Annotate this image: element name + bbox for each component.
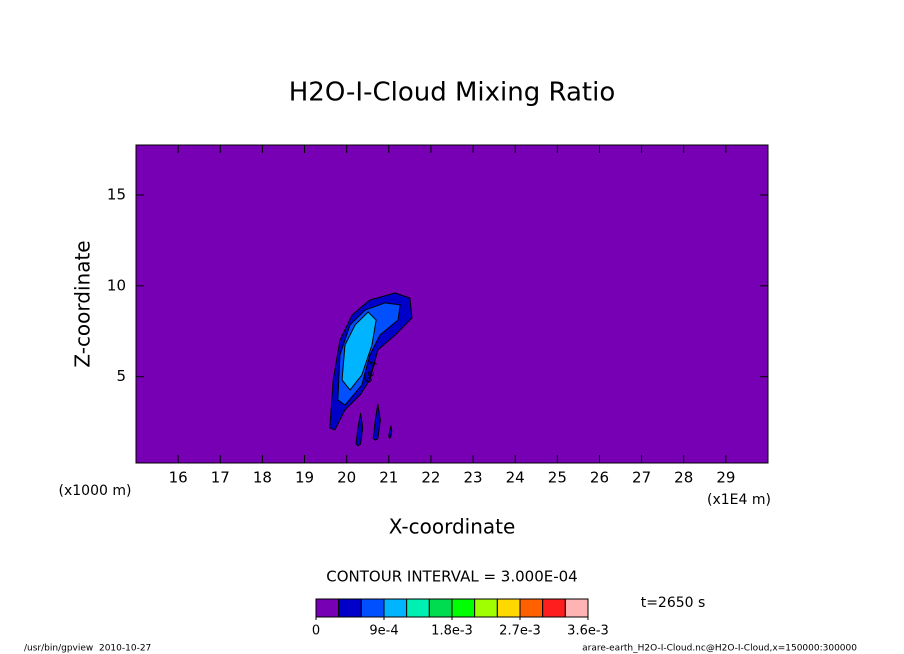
x-tick-label: 28 [674, 469, 693, 487]
footer-right: arare-earth_H2O-I-Cloud.nc@H2O-I-Cloud,x… [582, 644, 857, 654]
colorbar-tick-label: 2.7e-3 [499, 624, 541, 639]
x-tick-label: 19 [295, 469, 314, 487]
colorbar-box [496, 598, 521, 618]
footer-left: /usr/bin/gpview 2010-10-27 [24, 644, 151, 654]
y-tick-label: 10 [107, 276, 126, 294]
time-label: t=2650 s [641, 595, 706, 611]
contour-region [372, 403, 381, 441]
contour-interval: CONTOUR INTERVAL = 3.000E-04 [326, 568, 577, 586]
colorbar-box [383, 598, 408, 618]
contour-region [388, 425, 393, 440]
x-unit: (x1E4 m) [707, 492, 771, 508]
contour-region [355, 412, 364, 447]
y-axis-label: Z-coordinate [71, 240, 95, 367]
colorbar-box [406, 598, 430, 618]
colorbar-box [474, 598, 498, 618]
colorbar-box [338, 598, 362, 618]
colorbar-box [360, 598, 385, 618]
colorbar-tick-label: 0 [312, 624, 320, 639]
plot-background [136, 145, 768, 463]
y-tick-label: 15 [107, 185, 126, 203]
x-tick-label: 25 [548, 469, 567, 487]
x-tick-label: 21 [379, 469, 398, 487]
x-tick-label: 20 [337, 469, 356, 487]
x-tick-label: 17 [211, 469, 230, 487]
colorbar-tick-label: 9e-4 [369, 624, 398, 639]
x-tick-label: 16 [169, 469, 188, 487]
colorbar-box [451, 598, 476, 618]
colorbar-tick-label: 1.8e-3 [431, 624, 473, 639]
colorbar-box [564, 598, 589, 618]
colorbar-box [428, 598, 453, 618]
x-axis-label: X-coordinate [389, 515, 516, 539]
x-tick-label: 29 [716, 469, 735, 487]
y-tick-label: 5 [116, 367, 126, 385]
contour-region [341, 311, 377, 391]
colorbar-box [542, 598, 566, 618]
x-tick-label: 26 [590, 469, 609, 487]
x-tick-label: 24 [506, 469, 525, 487]
x-tick-label: 18 [253, 469, 272, 487]
y-unit: (x1000 m) [59, 483, 132, 499]
colorbar-box [315, 598, 340, 618]
x-tick-label: 23 [464, 469, 483, 487]
colorbar-box [519, 598, 544, 618]
x-tick-label: 27 [632, 469, 651, 487]
chart-title: H2O-I-Cloud Mixing Ratio [289, 78, 616, 108]
plot-frame [135, 144, 769, 464]
x-tick-label: 22 [421, 469, 440, 487]
colorbar-tick-label: 3.6e-3 [567, 624, 609, 639]
